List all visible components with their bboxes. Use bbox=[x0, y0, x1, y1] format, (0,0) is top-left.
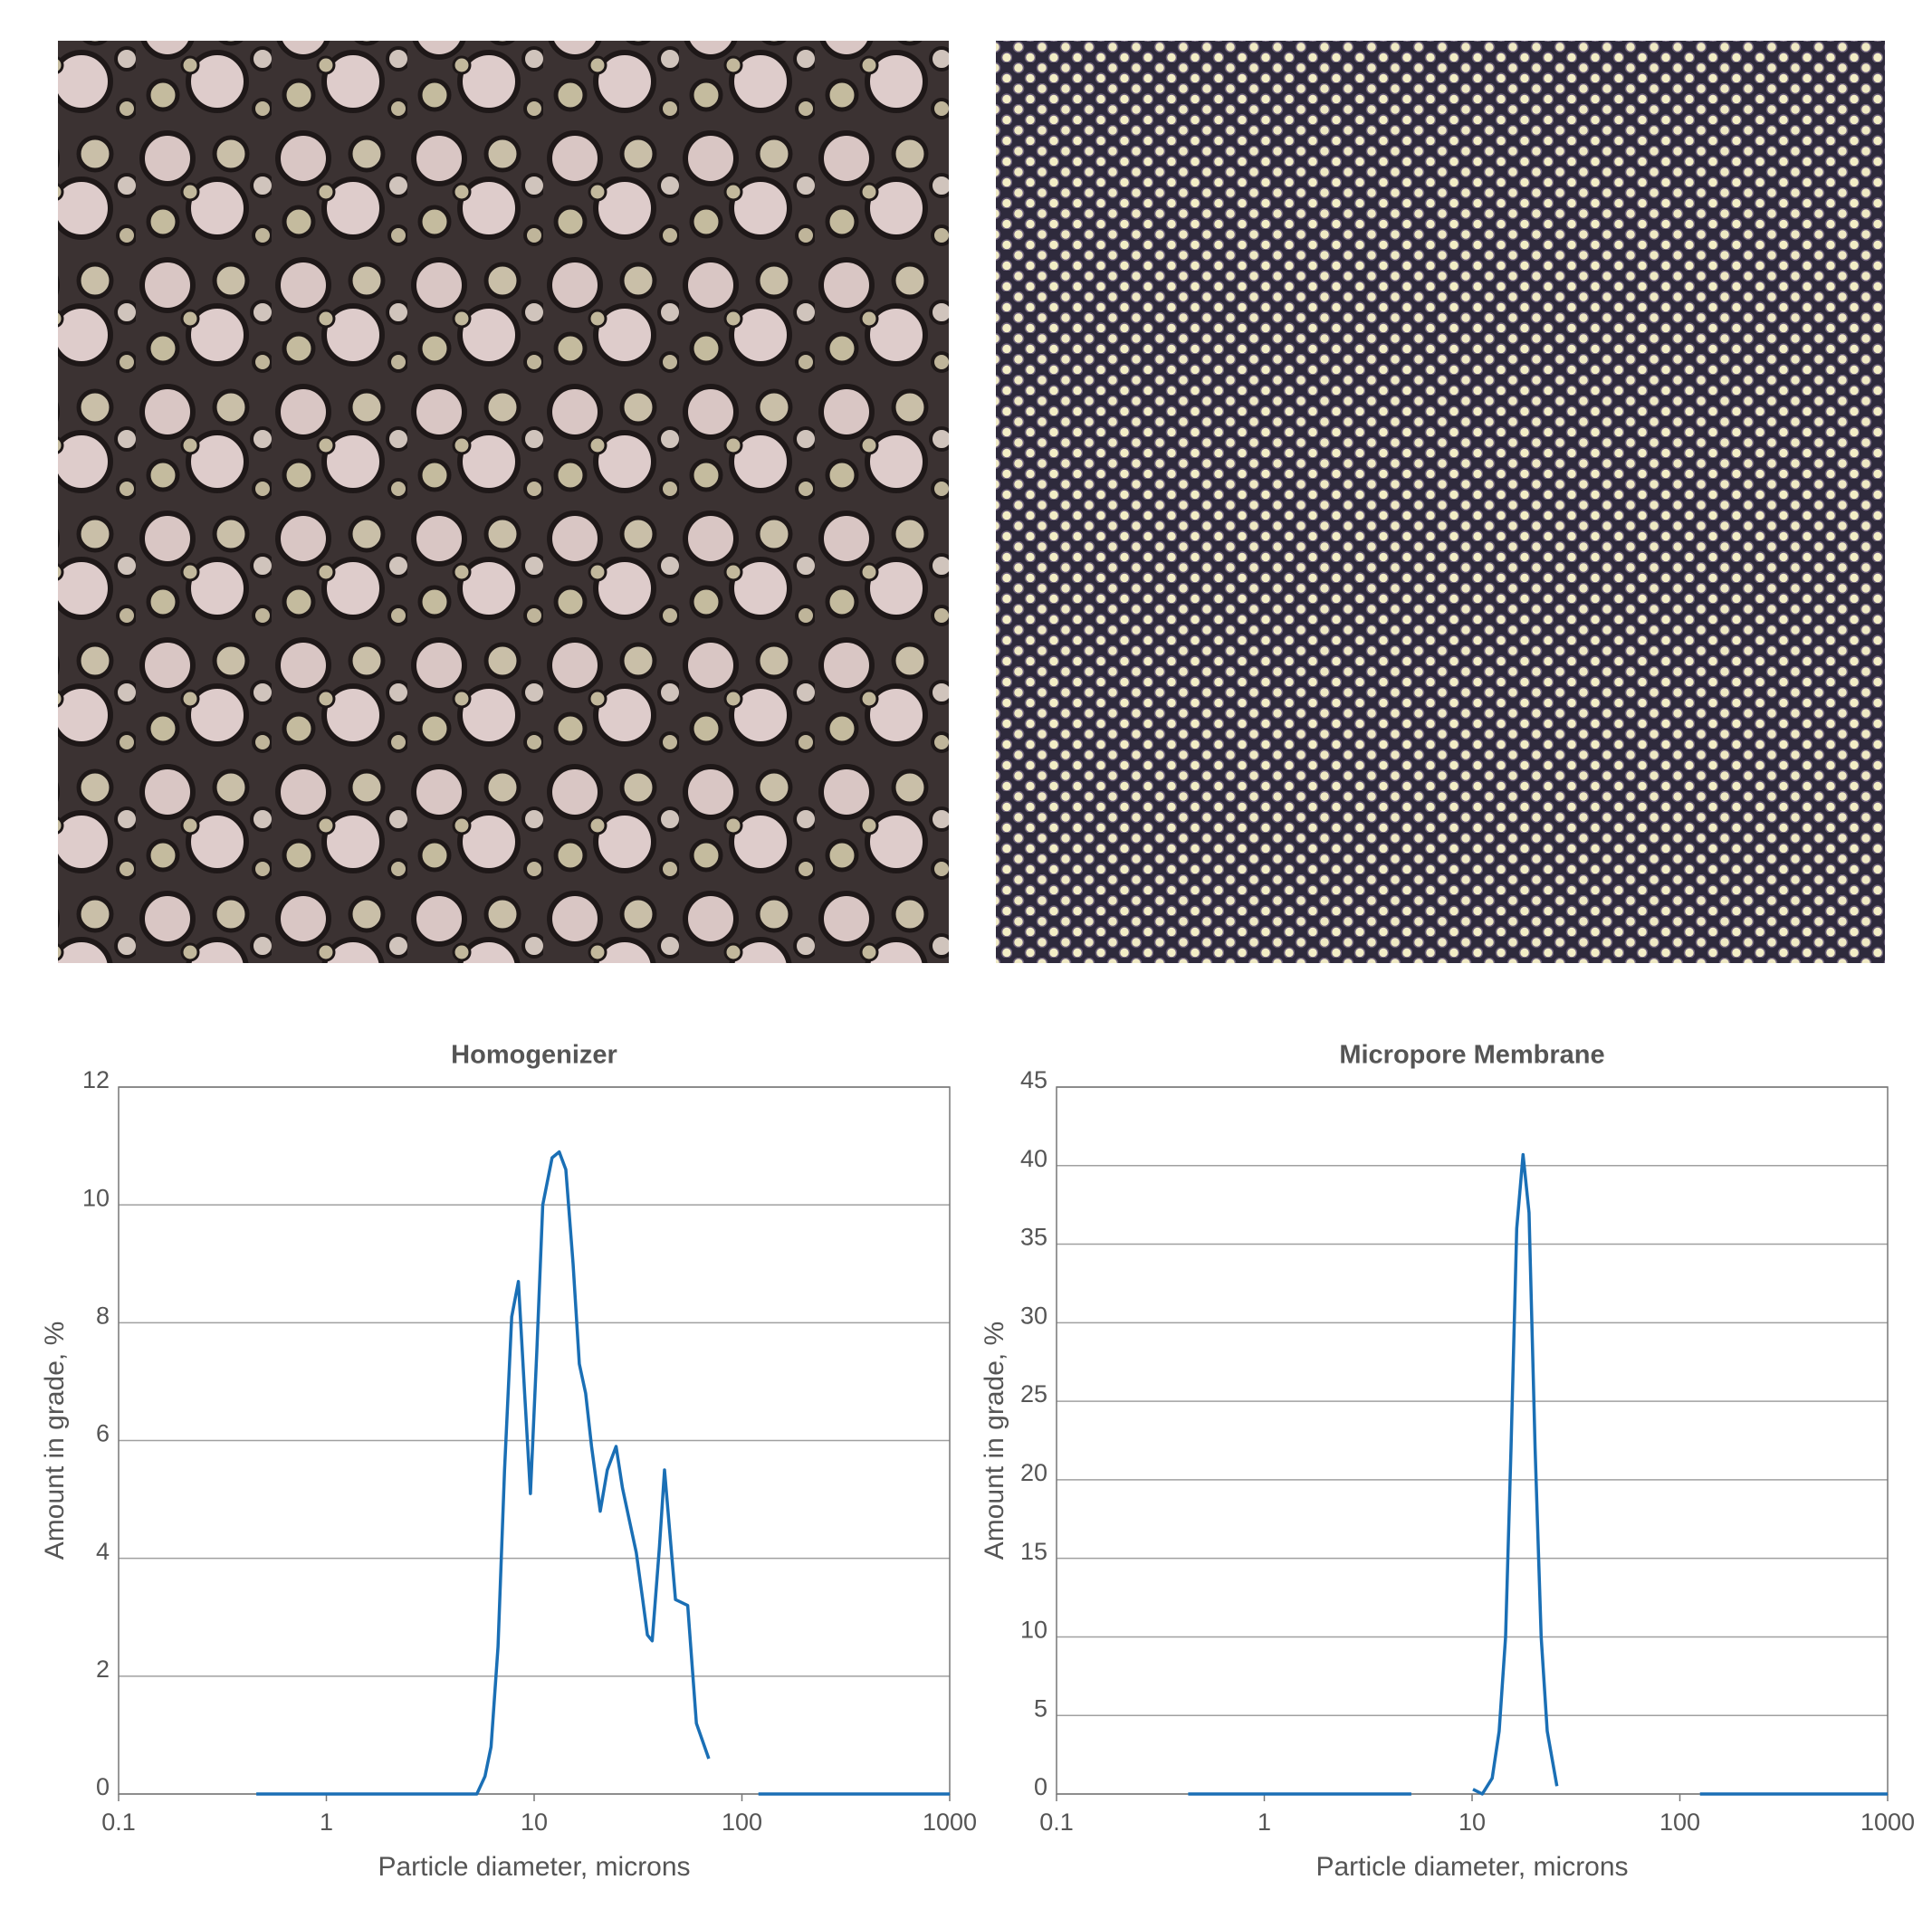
x-tick-label: 1 bbox=[1258, 1808, 1271, 1836]
chart-title: Micropore Membrane bbox=[1339, 1041, 1604, 1070]
y-tick-label: 4 bbox=[96, 1538, 110, 1565]
y-tick-label: 15 bbox=[1020, 1538, 1047, 1565]
x-axis-label: Particle diameter, microns bbox=[378, 1852, 690, 1882]
y-tick-label: 30 bbox=[1020, 1302, 1047, 1329]
y-tick-label: 12 bbox=[82, 1066, 110, 1093]
x-tick-label: 100 bbox=[1659, 1808, 1700, 1836]
y-tick-label: 10 bbox=[1020, 1617, 1047, 1644]
x-tick-label: 1000 bbox=[923, 1808, 977, 1836]
x-tick-label: 0.1 bbox=[101, 1808, 136, 1836]
y-axis-label: Amount in grade, % bbox=[40, 1322, 70, 1560]
y-tick-label: 20 bbox=[1020, 1459, 1047, 1486]
y-tick-label: 45 bbox=[1020, 1066, 1047, 1093]
y-tick-label: 10 bbox=[82, 1184, 110, 1211]
y-tick-label: 8 bbox=[96, 1302, 110, 1329]
data-line bbox=[1188, 1152, 1888, 1796]
x-tick-label: 1 bbox=[320, 1808, 333, 1836]
x-tick-label: 10 bbox=[521, 1808, 548, 1836]
y-tick-label: 5 bbox=[1034, 1694, 1047, 1722]
photo-homogenizer bbox=[58, 41, 949, 963]
data-line bbox=[256, 1150, 950, 1796]
x-tick-label: 100 bbox=[722, 1808, 762, 1836]
x-tick-label: 10 bbox=[1459, 1808, 1486, 1836]
y-tick-label: 2 bbox=[96, 1656, 110, 1683]
y-tick-label: 25 bbox=[1020, 1380, 1047, 1407]
chart-title: Homogenizer bbox=[451, 1041, 617, 1070]
y-tick-label: 0 bbox=[1034, 1773, 1047, 1800]
y-tick-label: 40 bbox=[1020, 1145, 1047, 1172]
plot-frame bbox=[118, 1086, 951, 1795]
photo-micropore bbox=[996, 41, 1885, 963]
y-axis-label: Amount in grade, % bbox=[980, 1322, 1009, 1560]
y-tick-label: 6 bbox=[96, 1420, 110, 1447]
y-tick-label: 0 bbox=[96, 1773, 110, 1800]
y-tick-label: 35 bbox=[1020, 1224, 1047, 1251]
x-tick-label: 0.1 bbox=[1039, 1808, 1074, 1836]
x-tick-label: 1000 bbox=[1860, 1808, 1915, 1836]
plot-frame bbox=[1056, 1086, 1889, 1795]
x-axis-label: Particle diameter, microns bbox=[1315, 1852, 1628, 1882]
